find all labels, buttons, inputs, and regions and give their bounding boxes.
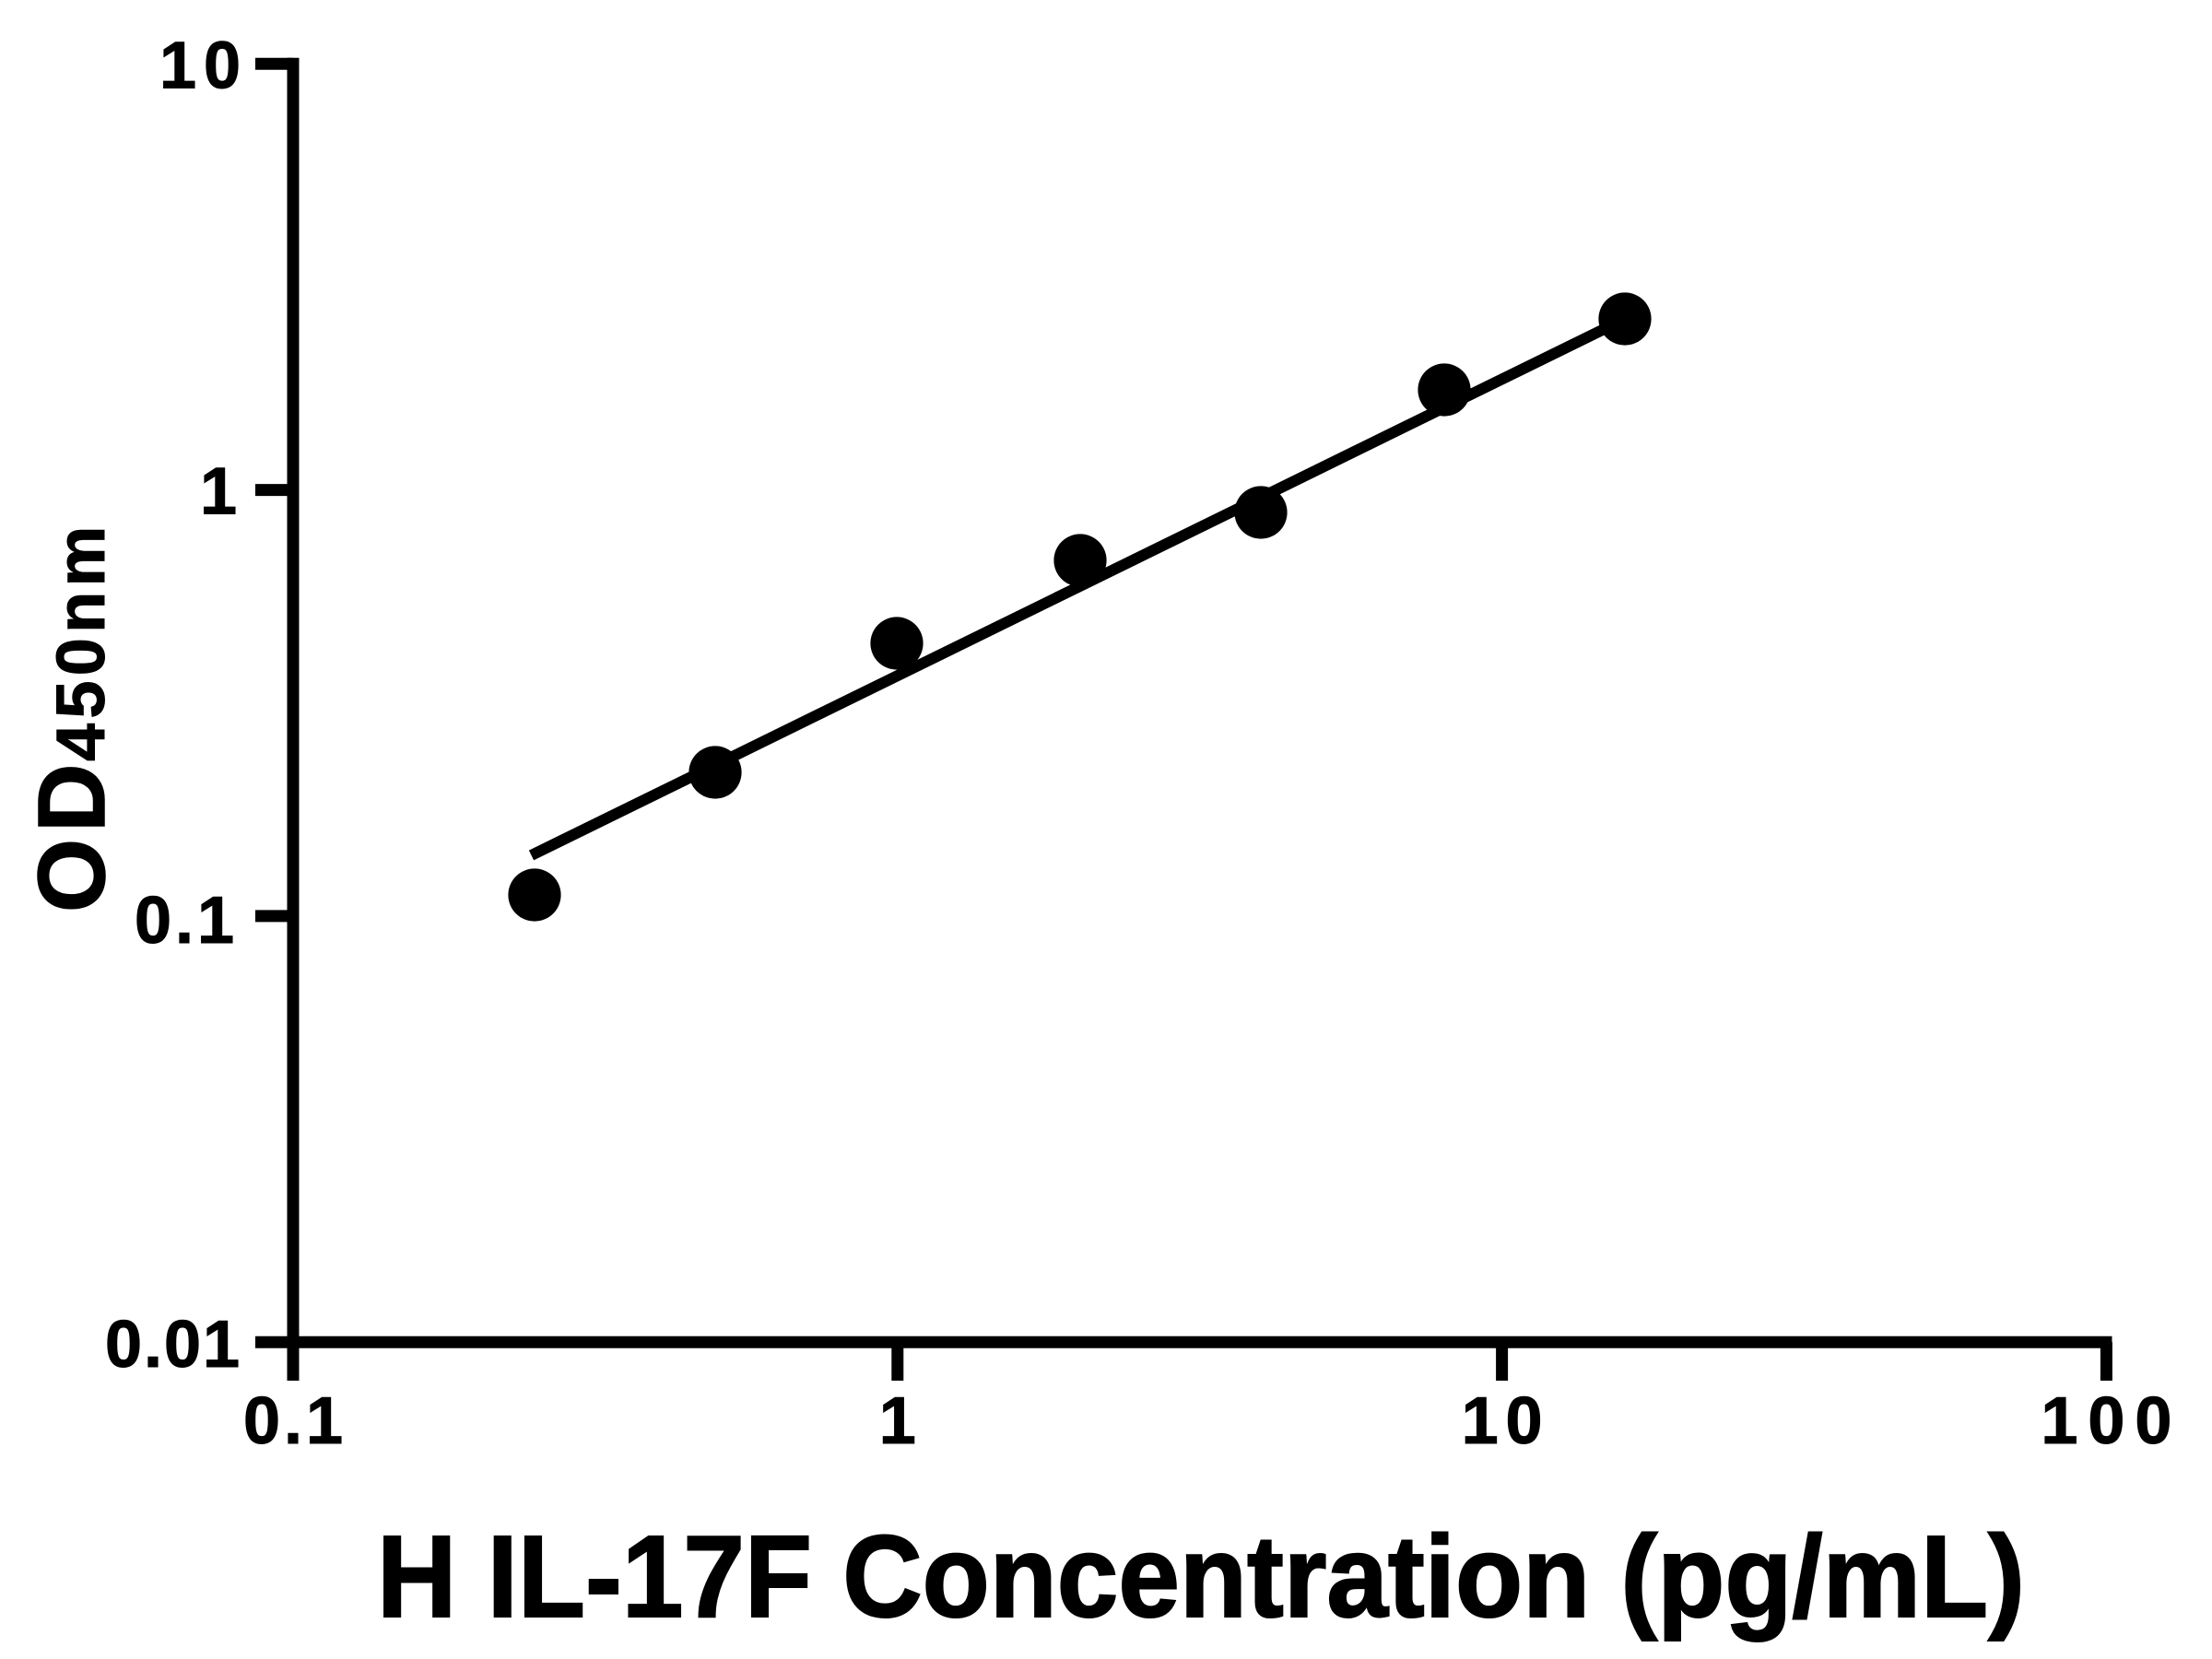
svg-text:H IL-17F Concentration (pg/mL): H IL-17F Concentration (pg/mL) — [377, 1512, 2025, 1641]
svg-text:OD: OD — [18, 758, 124, 913]
svg-text:1: 1 — [200, 455, 237, 529]
svg-text:0.1: 0.1 — [243, 1384, 343, 1458]
svg-text:0.1: 0.1 — [135, 884, 234, 958]
svg-text:0.01: 0.01 — [105, 1308, 240, 1382]
svg-text:1: 1 — [879, 1384, 916, 1458]
svg-text:450nm: 450nm — [42, 522, 119, 761]
svg-text:100: 100 — [2041, 1384, 2171, 1458]
